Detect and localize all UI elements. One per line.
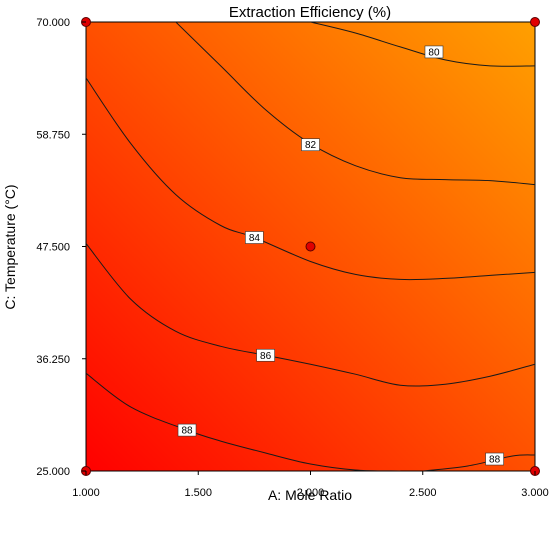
x-tick-label: 3.000 bbox=[521, 487, 549, 499]
x-tick-label: 2.500 bbox=[409, 487, 437, 499]
contour-label: 88 bbox=[181, 426, 193, 437]
contour-line-86 bbox=[86, 243, 535, 387]
contour-line-88 bbox=[86, 372, 401, 471]
x-tick-label: 1.500 bbox=[184, 487, 212, 499]
contour-label-box bbox=[301, 138, 320, 152]
design-point bbox=[530, 17, 540, 27]
y-tick-label: 25.000 bbox=[36, 466, 70, 478]
y-axis-title: C: Temperature (°C) bbox=[2, 184, 18, 309]
y-tick-label: 70.000 bbox=[36, 17, 70, 29]
contour-label-box bbox=[485, 452, 504, 466]
contour-label: 80 bbox=[428, 47, 440, 58]
contour-lines bbox=[86, 22, 535, 471]
contour-label-box bbox=[177, 423, 197, 437]
contour-label: 88 bbox=[489, 455, 501, 466]
contour-label: 82 bbox=[305, 140, 317, 151]
y-tick-label: 47.500 bbox=[36, 242, 70, 254]
x-axis-title: A: Mole Ratio bbox=[268, 487, 352, 503]
x-axis-ticks: 1.000 1.500 2.000 2.500 3.000 bbox=[72, 471, 549, 499]
y-axis-ticks: 25.000 36.250 47.500 58.750 70.000 bbox=[36, 17, 86, 478]
contour-label-box bbox=[245, 231, 264, 244]
x-tick-label: 1.000 bbox=[72, 487, 100, 499]
contour-line-80 bbox=[310, 22, 535, 67]
contour-label: 84 bbox=[249, 233, 261, 244]
contour-label-box bbox=[256, 348, 275, 362]
x-tick-label: 2.000 bbox=[297, 487, 325, 499]
design-point bbox=[305, 241, 316, 252]
contour-line-84 bbox=[86, 77, 535, 281]
contour-labels: 80 82 84 86 88 88 bbox=[177, 45, 504, 466]
contour-line-82 bbox=[175, 22, 535, 186]
y-tick-label: 58.750 bbox=[36, 129, 70, 141]
contour-label: 86 bbox=[260, 351, 272, 362]
contour-label-box bbox=[424, 45, 444, 59]
chart-title: Extraction Efficiency (%) bbox=[229, 4, 391, 21]
y-tick-label: 36.250 bbox=[36, 354, 70, 366]
